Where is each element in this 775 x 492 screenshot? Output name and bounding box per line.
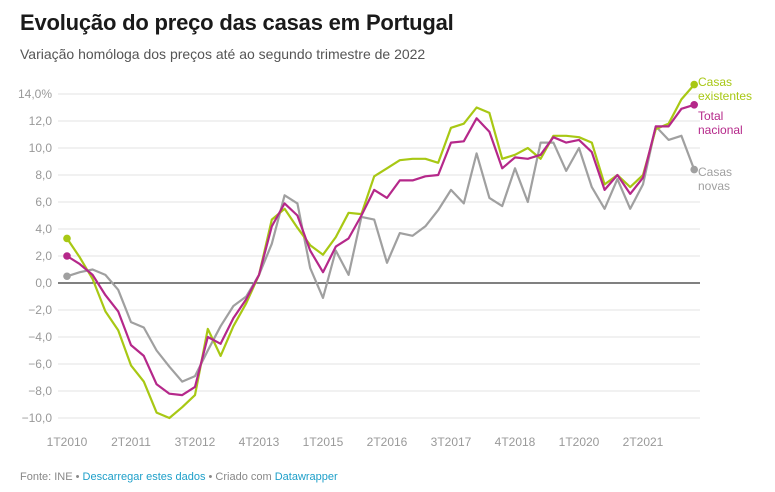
y-tick-label: 10,0 <box>29 141 53 155</box>
y-tick-label: −6,0 <box>28 357 52 371</box>
series-line-casas-novas <box>65 125 696 383</box>
y-tick-label: 6,0 <box>35 195 52 209</box>
series-end-point <box>690 101 698 109</box>
series-label-total-nacional: Total nacional <box>698 109 743 137</box>
series-label-casas-existentes: Casas existentes <box>698 75 752 103</box>
series-line-total-nacional <box>65 103 696 397</box>
datawrapper-link[interactable]: Datawrapper <box>274 471 338 483</box>
x-tick-label: 2T2021 <box>623 435 664 449</box>
y-axis-ticks: 14,0% 12,0 10,0 8,0 6,0 4,0 2,0 0,0 −2,0 −4,0 −6,0… <box>18 87 52 425</box>
y-tick-label: −4,0 <box>28 330 52 344</box>
series-start-point <box>63 234 71 243</box>
y-tick-label: 0,0 <box>35 276 52 290</box>
x-tick-label: 3T2012 <box>175 435 216 449</box>
y-tick-label: 14,0% <box>18 87 52 101</box>
y-tick-label: −2,0 <box>28 303 52 317</box>
y-tick-label: 4,0 <box>35 222 52 236</box>
series-start-point <box>63 272 71 281</box>
x-axis-ticks: 1T2010 2T2011 3T2012 4T2013 1T2015 2T2016 3T20… <box>47 435 664 449</box>
series-lines <box>63 80 698 420</box>
x-tick-label: 1T2015 <box>303 435 344 449</box>
footer-separator: • <box>72 471 83 483</box>
y-tick-label: −8,0 <box>28 384 52 398</box>
x-tick-label: 2T2016 <box>367 435 408 449</box>
source-text: Fonte: INE <box>20 471 73 483</box>
line-chart: 14,0% 12,0 10,0 8,0 6,0 4,0 2,0 0,0 −2,0 −4,0 −6,0… <box>18 75 752 449</box>
series-labels: Casas existentes Total nacional Casas novas <box>698 75 752 193</box>
y-tick-label: 8,0 <box>35 168 52 182</box>
x-tick-label: 1T2010 <box>47 435 88 449</box>
y-tick-label: −10,0 <box>22 411 53 425</box>
footer: Fonte: INE • Descarregar estes dados • C… <box>20 471 338 483</box>
footer-created-with: • Criado com <box>205 471 275 483</box>
y-tick-label: 12,0 <box>29 114 53 128</box>
series-start-point <box>63 252 71 260</box>
series-end-point <box>690 165 698 174</box>
y-tick-label: 2,0 <box>35 249 52 263</box>
download-data-link[interactable]: Descarregar estes dados <box>82 471 206 483</box>
x-tick-label: 1T2020 <box>559 435 600 449</box>
x-tick-label: 4T2018 <box>495 435 536 449</box>
gridlines <box>58 93 700 419</box>
chart-title: Evolução do preço das casas em Portugal <box>20 10 454 35</box>
series-end-point <box>690 80 698 89</box>
series-label-casas-novas: Casas novas <box>698 165 732 193</box>
chart-subtitle: Variação homóloga dos preços até ao segu… <box>20 46 426 62</box>
x-tick-label: 4T2013 <box>239 435 280 449</box>
x-tick-label: 3T2017 <box>431 435 472 449</box>
series-line-casas-existentes <box>65 83 696 420</box>
x-tick-label: 2T2011 <box>111 435 151 449</box>
